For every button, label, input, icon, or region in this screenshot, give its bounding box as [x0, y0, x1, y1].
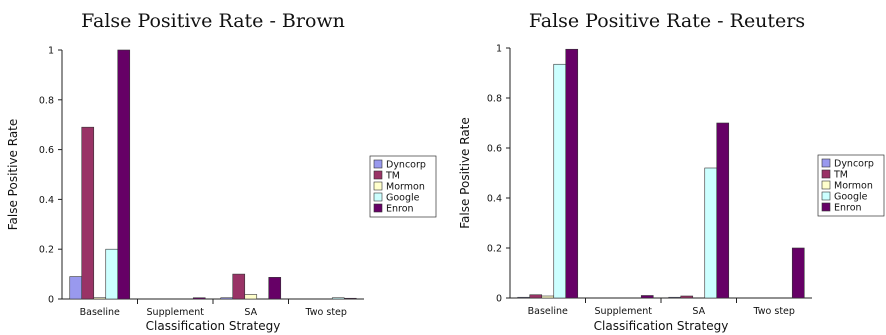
- bar-enron-sa: [716, 122, 730, 299]
- x-tick-label: Baseline: [528, 306, 568, 317]
- bar-enron-two-step: [791, 247, 805, 299]
- y-tick-label: 0.8: [487, 94, 502, 105]
- legend-label: Enron: [386, 204, 414, 215]
- bar-enron-sa: [268, 277, 282, 300]
- legend-label: Mormon: [834, 181, 873, 192]
- legend-swatch: [821, 158, 831, 168]
- bar-google-sa: [704, 167, 718, 299]
- y-tick-label: 0.4: [39, 195, 54, 206]
- bar-google-baseline: [553, 63, 567, 299]
- legend-swatch: [373, 192, 383, 202]
- y-tick-label: 0.2: [39, 245, 54, 256]
- legend-label: Enron: [834, 203, 862, 214]
- y-tick-label: 0.2: [487, 244, 502, 255]
- y-tick-label: 0.6: [487, 144, 502, 155]
- bar-enron-baseline: [117, 49, 131, 300]
- y-tick-label: 0: [48, 295, 54, 306]
- y-tick-label: 0: [496, 294, 502, 305]
- bar-dyncorp-sa: [668, 296, 682, 299]
- x-tick-label: Supplement: [147, 307, 205, 318]
- legend-label: TM: [833, 170, 848, 181]
- chart-title: False Positive Rate - Brown: [81, 10, 345, 32]
- legend-label: Google: [386, 193, 420, 204]
- legend-swatch: [373, 181, 383, 191]
- legend-swatch: [821, 202, 831, 212]
- bar-dyncorp-baseline: [517, 296, 531, 299]
- bar-google-baseline: [105, 248, 119, 300]
- bar-enron-supplement: [192, 297, 206, 300]
- x-tick-label: Two step: [753, 306, 795, 317]
- legend-label: Dyncorp: [386, 160, 426, 171]
- bar-mormon-baseline: [93, 297, 107, 300]
- x-axis-label: Classification Strategy: [146, 319, 281, 333]
- bar-tm-sa: [232, 273, 246, 300]
- legend-swatch: [821, 180, 831, 190]
- legend-label: TM: [385, 171, 400, 182]
- chart-title: False Positive Rate - Reuters: [529, 10, 805, 32]
- y-axis-label: False Positive Rate: [6, 119, 20, 231]
- x-axis-label: Classification Strategy: [594, 319, 729, 333]
- x-tick-label: Supplement: [595, 306, 653, 317]
- legend-swatch: [373, 159, 383, 169]
- bar-dyncorp-baseline: [69, 276, 83, 300]
- y-axis-label: False Positive Rate: [458, 117, 472, 229]
- y-tick-label: 1: [496, 44, 502, 55]
- y-tick-label: 0.6: [39, 145, 54, 156]
- y-tick-label: 1: [48, 46, 54, 57]
- legend-swatch: [821, 169, 831, 179]
- x-tick-label: Baseline: [80, 307, 120, 318]
- bar-enron-two-step: [343, 297, 357, 300]
- bar-enron-baseline: [565, 48, 579, 299]
- legend-label: Dyncorp: [834, 159, 874, 170]
- legend-label: Google: [834, 192, 868, 203]
- bar-mormon-baseline: [541, 295, 555, 299]
- x-tick-label: SA: [244, 307, 257, 318]
- bar-dyncorp-sa: [220, 297, 234, 300]
- chart-panel-0: False Positive Rate - Brown 0 0.2 0.4 0.6 0.8…: [6, 10, 437, 333]
- bar-mormon-sa: [244, 294, 258, 300]
- bar-tm-sa: [680, 295, 694, 299]
- bar-google-two-step: [331, 297, 345, 300]
- bar-tm-baseline: [81, 126, 95, 300]
- legend-swatch: [821, 191, 831, 201]
- chart-panel-1: False Positive Rate - Reuters 0 0.2 0.4 0.6 0…: [458, 10, 885, 333]
- y-tick-label: 0.4: [487, 194, 502, 205]
- bar-tm-baseline: [529, 294, 543, 299]
- legend-swatch: [373, 170, 383, 180]
- bar-enron-supplement: [640, 295, 654, 299]
- legend-swatch: [373, 203, 383, 213]
- y-tick-label: 0.8: [39, 95, 54, 106]
- x-tick-label: SA: [692, 306, 705, 317]
- legend-label: Mormon: [386, 182, 425, 193]
- x-tick-label: Two step: [305, 307, 347, 318]
